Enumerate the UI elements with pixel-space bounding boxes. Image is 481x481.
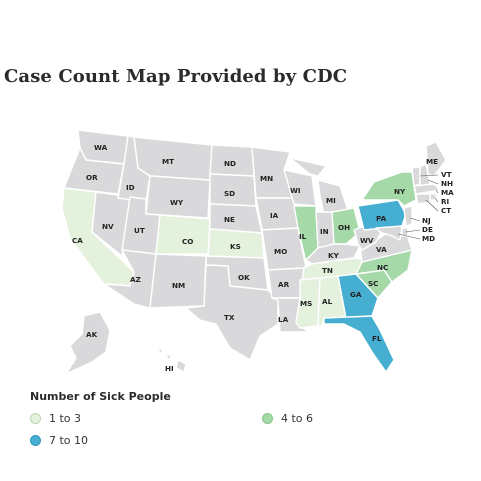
label-MD: MD — [422, 234, 435, 243]
label-AR: AR — [278, 280, 290, 289]
legend-swatch-mid — [262, 413, 273, 424]
label-OR: OR — [86, 173, 98, 182]
state-CO[interactable] — [155, 214, 211, 255]
label-MS: MS — [300, 299, 312, 308]
label-TN: TN — [322, 266, 333, 275]
label-CT: CT — [441, 206, 451, 215]
label-OK: OK — [238, 273, 250, 282]
state-MD[interactable] — [375, 225, 403, 241]
label-VA: VA — [376, 245, 387, 254]
label-MT: MT — [162, 157, 174, 166]
label-SC: SC — [368, 279, 378, 288]
label-WV: WV — [360, 236, 374, 245]
label-CA: CA — [72, 236, 83, 245]
label-VT: VT — [441, 170, 452, 179]
label-DE: DE — [422, 225, 433, 234]
state-AK[interactable] — [65, 311, 111, 375]
label-IA: IA — [270, 211, 279, 220]
label-UT: UT — [134, 226, 145, 235]
label-LA: LA — [278, 315, 289, 324]
legend-item-mid: 4 to 6 — [262, 412, 313, 425]
label-WI: WI — [290, 186, 301, 195]
state-GA[interactable] — [337, 273, 379, 319]
label-RI: RI — [441, 197, 450, 206]
label-GA: GA — [350, 290, 362, 299]
legend-item-low: 1 to 3 — [30, 412, 81, 425]
legend-swatch-low — [30, 413, 41, 424]
state-ME[interactable] — [425, 141, 447, 177]
label-NJ: NJ — [422, 216, 431, 225]
state-HI[interactable] — [157, 347, 187, 373]
label-MA: MA — [441, 188, 454, 197]
label-ME: ME — [426, 157, 438, 166]
legend-label-high: 7 to 10 — [49, 434, 89, 447]
legend-label-mid: 4 to 6 — [281, 412, 314, 425]
state-VT[interactable] — [411, 166, 421, 187]
label-MI: MI — [326, 196, 336, 205]
label-FL: FL — [372, 334, 382, 343]
label-HI: HI — [165, 364, 174, 373]
label-NC: NC — [377, 263, 388, 272]
label-NY: NY — [394, 187, 406, 196]
leader-lines — [397, 174, 439, 240]
state-NJ[interactable] — [403, 205, 413, 227]
label-KY: KY — [328, 251, 340, 260]
state-MA[interactable] — [413, 183, 441, 195]
state-PA[interactable] — [357, 199, 407, 231]
label-KS: KS — [230, 242, 241, 251]
state-FL[interactable] — [323, 315, 395, 373]
label-WY: WY — [170, 198, 184, 207]
label-MO: MO — [274, 247, 287, 256]
label-NE: NE — [224, 215, 235, 224]
label-OH: OH — [338, 223, 350, 232]
legend-item-high: 7 to 10 — [30, 434, 88, 447]
label-IL: IL — [299, 232, 307, 241]
label-AZ: AZ — [130, 275, 141, 284]
label-AL: AL — [322, 297, 333, 306]
map-title: Case Count Map Provided by CDC — [4, 66, 348, 87]
label-CO: CO — [182, 237, 193, 246]
state-TX[interactable] — [185, 264, 279, 361]
label-MN: MN — [260, 174, 273, 183]
label-ID: ID — [126, 183, 135, 192]
state-CT[interactable] — [415, 193, 431, 205]
label-AK: AK — [86, 330, 98, 339]
label-WA: WA — [94, 143, 108, 152]
label-NV: NV — [102, 222, 114, 231]
label-TX: TX — [224, 313, 235, 322]
state-WY[interactable] — [145, 175, 211, 219]
state-NE[interactable] — [209, 203, 263, 234]
label-NH: NH — [441, 179, 453, 188]
state-OH[interactable] — [331, 207, 361, 245]
legend-title: Number of Sick People — [30, 390, 171, 403]
label-SD: SD — [224, 189, 235, 198]
state-RI[interactable] — [429, 193, 437, 201]
label-NM: NM — [172, 281, 185, 290]
legend-swatch-high — [30, 435, 41, 446]
label-ND: ND — [224, 159, 236, 168]
legend-label-low: 1 to 3 — [49, 412, 82, 425]
label-IN: IN — [320, 227, 329, 236]
label-PA: PA — [376, 214, 387, 223]
us-map: WA OR CA NV ID MT WY UT AZ CO NM ND SD N… — [61, 129, 454, 375]
